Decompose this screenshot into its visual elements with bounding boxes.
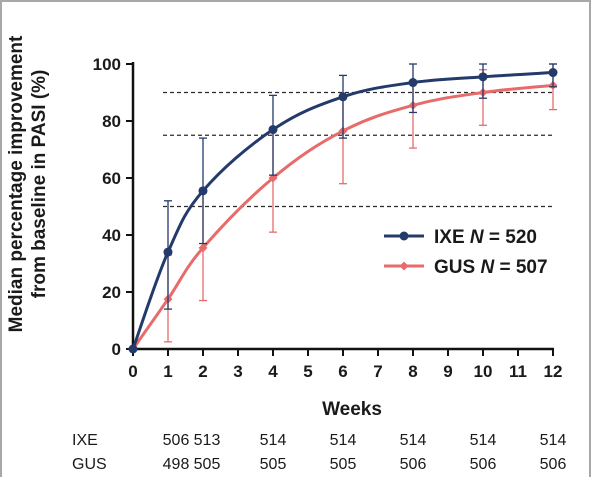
- data-point-ixe-12: [548, 68, 558, 78]
- legend-label-gus: GUS N = 507: [434, 257, 548, 278]
- legend-marker-gus: [399, 261, 409, 271]
- risk-value-ixe-week-10: 514: [470, 432, 497, 449]
- legend-n-gus: N: [480, 257, 495, 278]
- legend-suffix-gus: = 507: [494, 257, 547, 278]
- risk-value-gus-week-6: 505: [330, 456, 357, 473]
- risk-value-ixe-week-2: 513: [194, 432, 221, 449]
- y-tick-label-20: 20: [102, 283, 121, 302]
- y-tick-label-0: 0: [112, 340, 121, 359]
- legend-n-ixe: N: [470, 227, 485, 248]
- data-point-gus-2: [198, 243, 208, 253]
- risk-value-gus-week-8: 506: [400, 456, 427, 473]
- legend-entry-gus: GUS N = 507: [384, 257, 548, 278]
- x-tick-label-8: 8: [408, 362, 417, 381]
- y-axis-title-line1: Median percentage improvement: [6, 35, 27, 332]
- risk-value-ixe-week-12: 514: [540, 432, 567, 449]
- series: [128, 63, 558, 354]
- x-tick-label-10: 10: [474, 362, 493, 381]
- risk-value-ixe-week-4: 514: [260, 432, 287, 449]
- risk-row-label-gus: GUS: [72, 456, 107, 473]
- y-axis-title: Median percentage improvement from basel…: [6, 35, 50, 332]
- y-tick-label-80: 80: [102, 112, 121, 131]
- legend-entry-ixe: IXE N = 520: [384, 227, 537, 248]
- legend-prefix-ixe: IXE: [434, 227, 470, 248]
- risk-row-label-ixe: IXE: [72, 432, 98, 449]
- x-tick-label-6: 6: [338, 362, 347, 381]
- y-tick-label-100: 100: [93, 55, 121, 74]
- data-point-ixe-0: [128, 344, 138, 354]
- data-point-ixe-6: [338, 92, 348, 102]
- data-point-ixe-1: [163, 247, 173, 257]
- series-line-gus: [131, 83, 554, 350]
- data-point-ixe-10: [478, 72, 488, 82]
- legend-suffix-ixe: = 520: [484, 227, 537, 248]
- y-tick-label-60: 60: [102, 169, 121, 188]
- y-tick-label-40: 40: [102, 226, 121, 245]
- risk-value-gus-week-12: 506: [540, 456, 567, 473]
- risk-value-ixe-week-1: 506: [163, 432, 190, 449]
- x-tick-label-1: 1: [163, 362, 172, 381]
- data-point-ixe-4: [268, 125, 278, 135]
- reference-lines: [163, 91, 553, 208]
- x-tick-label-7: 7: [373, 362, 382, 381]
- y-axis-title-line2: from baseline in PASI (%): [29, 70, 50, 299]
- risk-value-ixe-week-8: 514: [400, 432, 427, 449]
- data-point-ixe-2: [198, 186, 208, 196]
- legend-label-ixe: IXE N = 520: [434, 227, 537, 248]
- x-axis-title: Weeks: [322, 399, 382, 420]
- risk-value-ixe-week-6: 514: [330, 432, 357, 449]
- data-point-ixe-8: [408, 78, 418, 88]
- risk-value-gus-week-1: 498: [163, 456, 190, 473]
- x-tick-label-3: 3: [233, 362, 242, 381]
- legend-prefix-gus: GUS: [434, 257, 480, 278]
- x-tick-label-4: 4: [268, 362, 278, 381]
- risk-value-gus-week-2: 505: [194, 456, 221, 473]
- x-tick-label-0: 0: [128, 362, 137, 381]
- risk-value-gus-week-10: 506: [470, 456, 497, 473]
- x-tick-label-2: 2: [198, 362, 207, 381]
- legend-marker-ixe: [399, 231, 409, 241]
- series-ixe: [128, 63, 558, 354]
- legend: IXE N = 520 GUS N = 507: [384, 227, 548, 278]
- x-tick-label-5: 5: [303, 362, 312, 381]
- x-tick-label-12: 12: [544, 362, 563, 381]
- risk-value-gus-week-4: 505: [260, 456, 287, 473]
- x-tick-label-11: 11: [509, 362, 527, 381]
- x-tick-label-9: 9: [443, 362, 452, 381]
